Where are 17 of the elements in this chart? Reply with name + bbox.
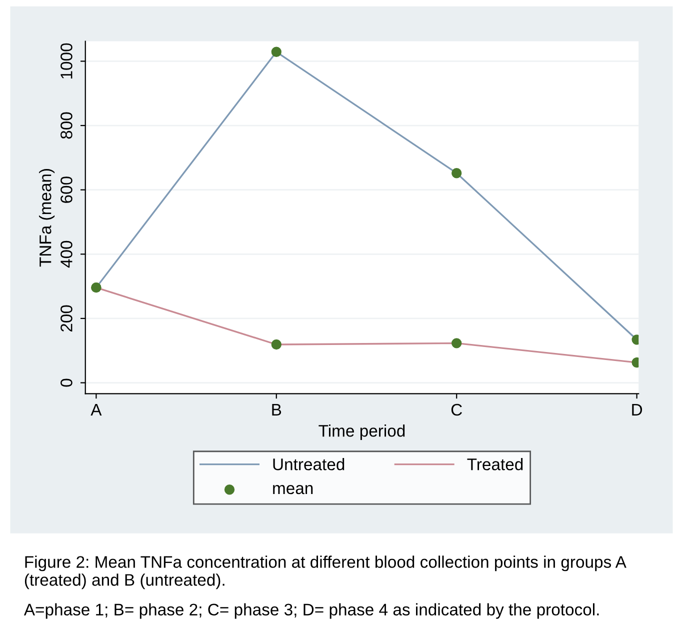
x-tick-label: A — [90, 404, 102, 416]
y-tick-label: 600 — [60, 176, 72, 203]
y-axis-title: TNFa (mean) — [39, 168, 55, 267]
caption: Figure 2: Mean TNFa concentration at different blood collection points in groups A (treated) and B (untreated). — [24, 556, 626, 590]
x-tick-label: D — [632, 404, 642, 416]
x-tick-label: C — [451, 404, 462, 416]
legend-label: mean — [273, 485, 313, 494]
legend-label: Untreated — [273, 458, 344, 470]
x-tick-label: B — [272, 404, 282, 416]
y-tick-label: 200 — [60, 305, 72, 332]
text: A=phase 1; B= phase 2; C= phase 3; D= phase 4 as indicated by the protocol. — [24, 603, 599, 619]
y-tick-label: 0 — [60, 378, 72, 387]
legend-label: Treated — [467, 458, 523, 470]
y-tick-label: 400 — [60, 240, 72, 268]
x-axis-title: Time period — [318, 424, 405, 440]
y-tick-label: 800 — [60, 112, 72, 139]
y-tick-label: 1000 — [60, 43, 72, 78]
